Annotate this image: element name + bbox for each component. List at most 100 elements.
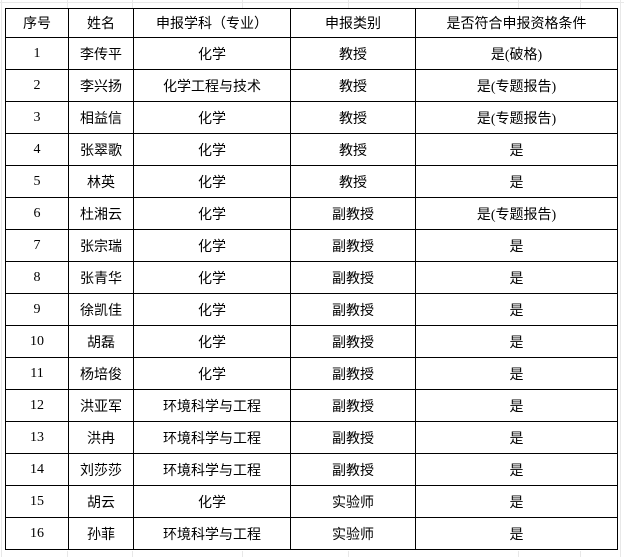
cell-index[interactable]: 5 bbox=[5, 165, 69, 198]
table-row: 11 杨培俊 化学 副教授是 bbox=[5, 357, 618, 390]
cell-discipline[interactable]: 化学 bbox=[133, 357, 291, 390]
cell-name[interactable]: 张宗瑞 bbox=[68, 229, 134, 262]
cell-qualification[interactable]: 是(专题报告) bbox=[415, 69, 618, 102]
cell-index[interactable]: 11 bbox=[5, 357, 69, 390]
cell-category[interactable]: 副教授 bbox=[290, 197, 416, 230]
cell-category[interactable]: 副教授 bbox=[290, 293, 416, 326]
cell-discipline[interactable]: 化学 bbox=[133, 229, 291, 262]
cell-discipline[interactable]: 化学 bbox=[133, 37, 291, 70]
cell-index[interactable]: 10 bbox=[5, 325, 69, 358]
cell-category[interactable]: 教授 bbox=[290, 101, 416, 134]
cell-index[interactable]: 14 bbox=[5, 453, 69, 486]
cell-discipline[interactable]: 化学 bbox=[133, 485, 291, 518]
cell-discipline[interactable]: 化学 bbox=[133, 165, 291, 198]
table-row: 12 洪亚军 环境科学与工程 副教授是 bbox=[5, 389, 618, 422]
column-header-index[interactable]: 序号 bbox=[5, 8, 69, 38]
cell-qualification[interactable]: 是 bbox=[415, 261, 618, 294]
table-row: 15 胡云 化学 实验师是 bbox=[5, 485, 618, 518]
cell-qualification[interactable]: 是(专题报告) bbox=[415, 101, 618, 134]
cell-qualification[interactable]: 是 bbox=[415, 421, 618, 454]
header-row: 序号 姓名 申报学科（专业） 申报类别 是否符合申报资格条件 bbox=[5, 8, 618, 38]
column-header-qualification[interactable]: 是否符合申报资格条件 bbox=[415, 8, 618, 38]
cell-category[interactable]: 副教授 bbox=[290, 357, 416, 390]
cell-category[interactable]: 副教授 bbox=[290, 229, 416, 262]
cell-qualification[interactable]: 是 bbox=[415, 453, 618, 486]
table-row: 8 张青华 化学 副教授是 bbox=[5, 261, 618, 294]
cell-discipline[interactable]: 环境科学与工程 bbox=[133, 421, 291, 454]
cell-qualification[interactable]: 是 bbox=[415, 293, 618, 326]
cell-category[interactable]: 副教授 bbox=[290, 421, 416, 454]
cell-discipline[interactable]: 化学 bbox=[133, 197, 291, 230]
cell-name[interactable]: 张青华 bbox=[68, 261, 134, 294]
cell-category[interactable]: 教授 bbox=[290, 133, 416, 166]
cell-index[interactable]: 6 bbox=[5, 197, 69, 230]
cell-name[interactable]: 徐凯佳 bbox=[68, 293, 134, 326]
cell-index[interactable]: 9 bbox=[5, 293, 69, 326]
cell-name[interactable]: 相益信 bbox=[68, 101, 134, 134]
cell-qualification[interactable]: 是 bbox=[415, 165, 618, 198]
cell-name[interactable]: 胡云 bbox=[68, 485, 134, 518]
column-header-discipline[interactable]: 申报学科（专业） bbox=[133, 8, 291, 38]
cell-discipline[interactable]: 环境科学与工程 bbox=[133, 453, 291, 486]
cell-qualification[interactable]: 是(专题报告) bbox=[415, 197, 618, 230]
cell-name[interactable]: 李传平 bbox=[68, 37, 134, 70]
cell-index[interactable]: 15 bbox=[5, 485, 69, 518]
cell-index[interactable]: 12 bbox=[5, 389, 69, 422]
cell-qualification[interactable]: 是 bbox=[415, 517, 618, 550]
cell-category[interactable]: 副教授 bbox=[290, 325, 416, 358]
cell-name[interactable]: 李兴扬 bbox=[68, 69, 134, 102]
cell-discipline[interactable]: 化学 bbox=[133, 101, 291, 134]
cell-name[interactable]: 洪冉 bbox=[68, 421, 134, 454]
cell-category[interactable]: 实验师 bbox=[290, 485, 416, 518]
gridline-stub bbox=[348, 0, 349, 8]
cell-qualification[interactable]: 是 bbox=[415, 325, 618, 358]
cell-index[interactable]: 1 bbox=[5, 37, 69, 70]
table-row: 13 洪冉 环境科学与工程 副教授是 bbox=[5, 421, 618, 454]
cell-discipline[interactable]: 化学 bbox=[133, 261, 291, 294]
cell-index[interactable]: 2 bbox=[5, 69, 69, 102]
cell-discipline[interactable]: 环境科学与工程 bbox=[133, 517, 291, 550]
table-row: 16 孙菲 环境科学与工程 实验师是 bbox=[5, 517, 618, 550]
table-row: 3 相益信 化学 教授 是(专题报告) bbox=[5, 101, 618, 134]
cell-qualification[interactable]: 是(破格) bbox=[415, 37, 618, 70]
cell-qualification[interactable]: 是 bbox=[415, 389, 618, 422]
table-row: 10 胡磊 化学 副教授是 bbox=[5, 325, 618, 358]
cell-discipline[interactable]: 化学工程与技术 bbox=[133, 69, 291, 102]
cell-index[interactable]: 16 bbox=[5, 517, 69, 550]
cell-name[interactable]: 胡磊 bbox=[68, 325, 134, 358]
cell-qualification[interactable]: 是 bbox=[415, 133, 618, 166]
cell-qualification[interactable]: 是 bbox=[415, 357, 618, 390]
cell-name[interactable]: 杨培俊 bbox=[68, 357, 134, 390]
cell-name[interactable]: 洪亚军 bbox=[68, 389, 134, 422]
cell-category[interactable]: 副教授 bbox=[290, 261, 416, 294]
cell-category[interactable]: 副教授 bbox=[290, 453, 416, 486]
cell-name[interactable]: 刘莎莎 bbox=[68, 453, 134, 486]
cell-index[interactable]: 3 bbox=[5, 101, 69, 134]
cell-category[interactable]: 实验师 bbox=[290, 517, 416, 550]
gridline-stub bbox=[67, 0, 68, 8]
cell-name[interactable]: 林英 bbox=[68, 165, 134, 198]
cell-discipline[interactable]: 环境科学与工程 bbox=[133, 389, 291, 422]
cell-index[interactable]: 7 bbox=[5, 229, 69, 262]
gridline-horizontal-top bbox=[0, 2, 624, 3]
cell-name[interactable]: 杜湘云 bbox=[68, 197, 134, 230]
cell-discipline[interactable]: 化学 bbox=[133, 133, 291, 166]
cell-qualification[interactable]: 是 bbox=[415, 229, 618, 262]
cell-discipline[interactable]: 化学 bbox=[133, 293, 291, 326]
cell-index[interactable]: 4 bbox=[5, 133, 69, 166]
column-header-category[interactable]: 申报类别 bbox=[290, 8, 416, 38]
cell-index[interactable]: 8 bbox=[5, 261, 69, 294]
table-row: 14 刘莎莎 环境科学与工程 副教授是 bbox=[5, 453, 618, 486]
cell-qualification[interactable]: 是 bbox=[415, 485, 618, 518]
cell-index[interactable]: 13 bbox=[5, 421, 69, 454]
cell-discipline[interactable]: 化学 bbox=[133, 325, 291, 358]
cell-category[interactable]: 教授 bbox=[290, 69, 416, 102]
cell-name[interactable]: 孙菲 bbox=[68, 517, 134, 550]
gridline-stub bbox=[67, 551, 68, 557]
cell-name[interactable]: 张翠歌 bbox=[68, 133, 134, 166]
column-header-name[interactable]: 姓名 bbox=[68, 8, 134, 38]
cell-category[interactable]: 教授 bbox=[290, 165, 416, 198]
cell-category[interactable]: 教授 bbox=[290, 37, 416, 70]
gridline-vertical-left-margin bbox=[1, 0, 2, 557]
cell-category[interactable]: 副教授 bbox=[290, 389, 416, 422]
